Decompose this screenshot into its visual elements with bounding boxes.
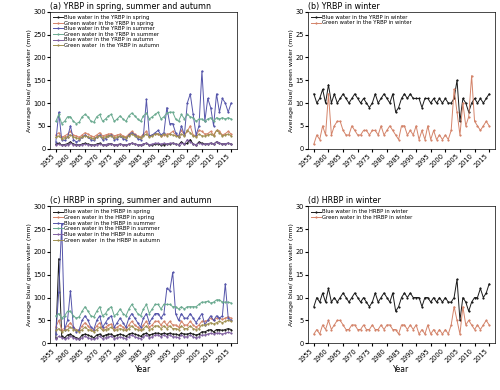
Y-axis label: Average blue/ green water (mm): Average blue/ green water (mm) bbox=[289, 223, 294, 326]
Legend: Blue water in the HRBP in winter, Green water in the HRBP in winter: Blue water in the HRBP in winter, Green … bbox=[310, 209, 413, 220]
Y-axis label: Average blue/ green water (mm): Average blue/ green water (mm) bbox=[289, 29, 294, 132]
X-axis label: Year: Year bbox=[136, 365, 152, 374]
Text: (d) HRBP in winter: (d) HRBP in winter bbox=[308, 197, 381, 206]
Text: (c) HRBP in spring, summer and autumn: (c) HRBP in spring, summer and autumn bbox=[50, 197, 211, 206]
Text: (a) YRBP in spring, summer and autumn: (a) YRBP in spring, summer and autumn bbox=[50, 2, 211, 11]
Text: (b) YRBP in winter: (b) YRBP in winter bbox=[308, 2, 380, 11]
Y-axis label: Average blue/ green water (mm): Average blue/ green water (mm) bbox=[26, 223, 32, 326]
Legend: Blue water in the HRBP in spring, Green water in the HRBP in spring, Blue water : Blue water in the HRBP in spring, Green … bbox=[52, 209, 161, 243]
Y-axis label: Average blue/ green water (mm): Average blue/ green water (mm) bbox=[26, 29, 32, 132]
Legend: Blue water in the YRBP in winter, Green water in the YRBP in winter: Blue water in the YRBP in winter, Green … bbox=[310, 14, 412, 26]
Legend: Blue water in the YRBP in spring, Green water in the YRBP in spring, Blue water : Blue water in the YRBP in spring, Green … bbox=[52, 14, 160, 49]
X-axis label: Year: Year bbox=[394, 365, 409, 374]
